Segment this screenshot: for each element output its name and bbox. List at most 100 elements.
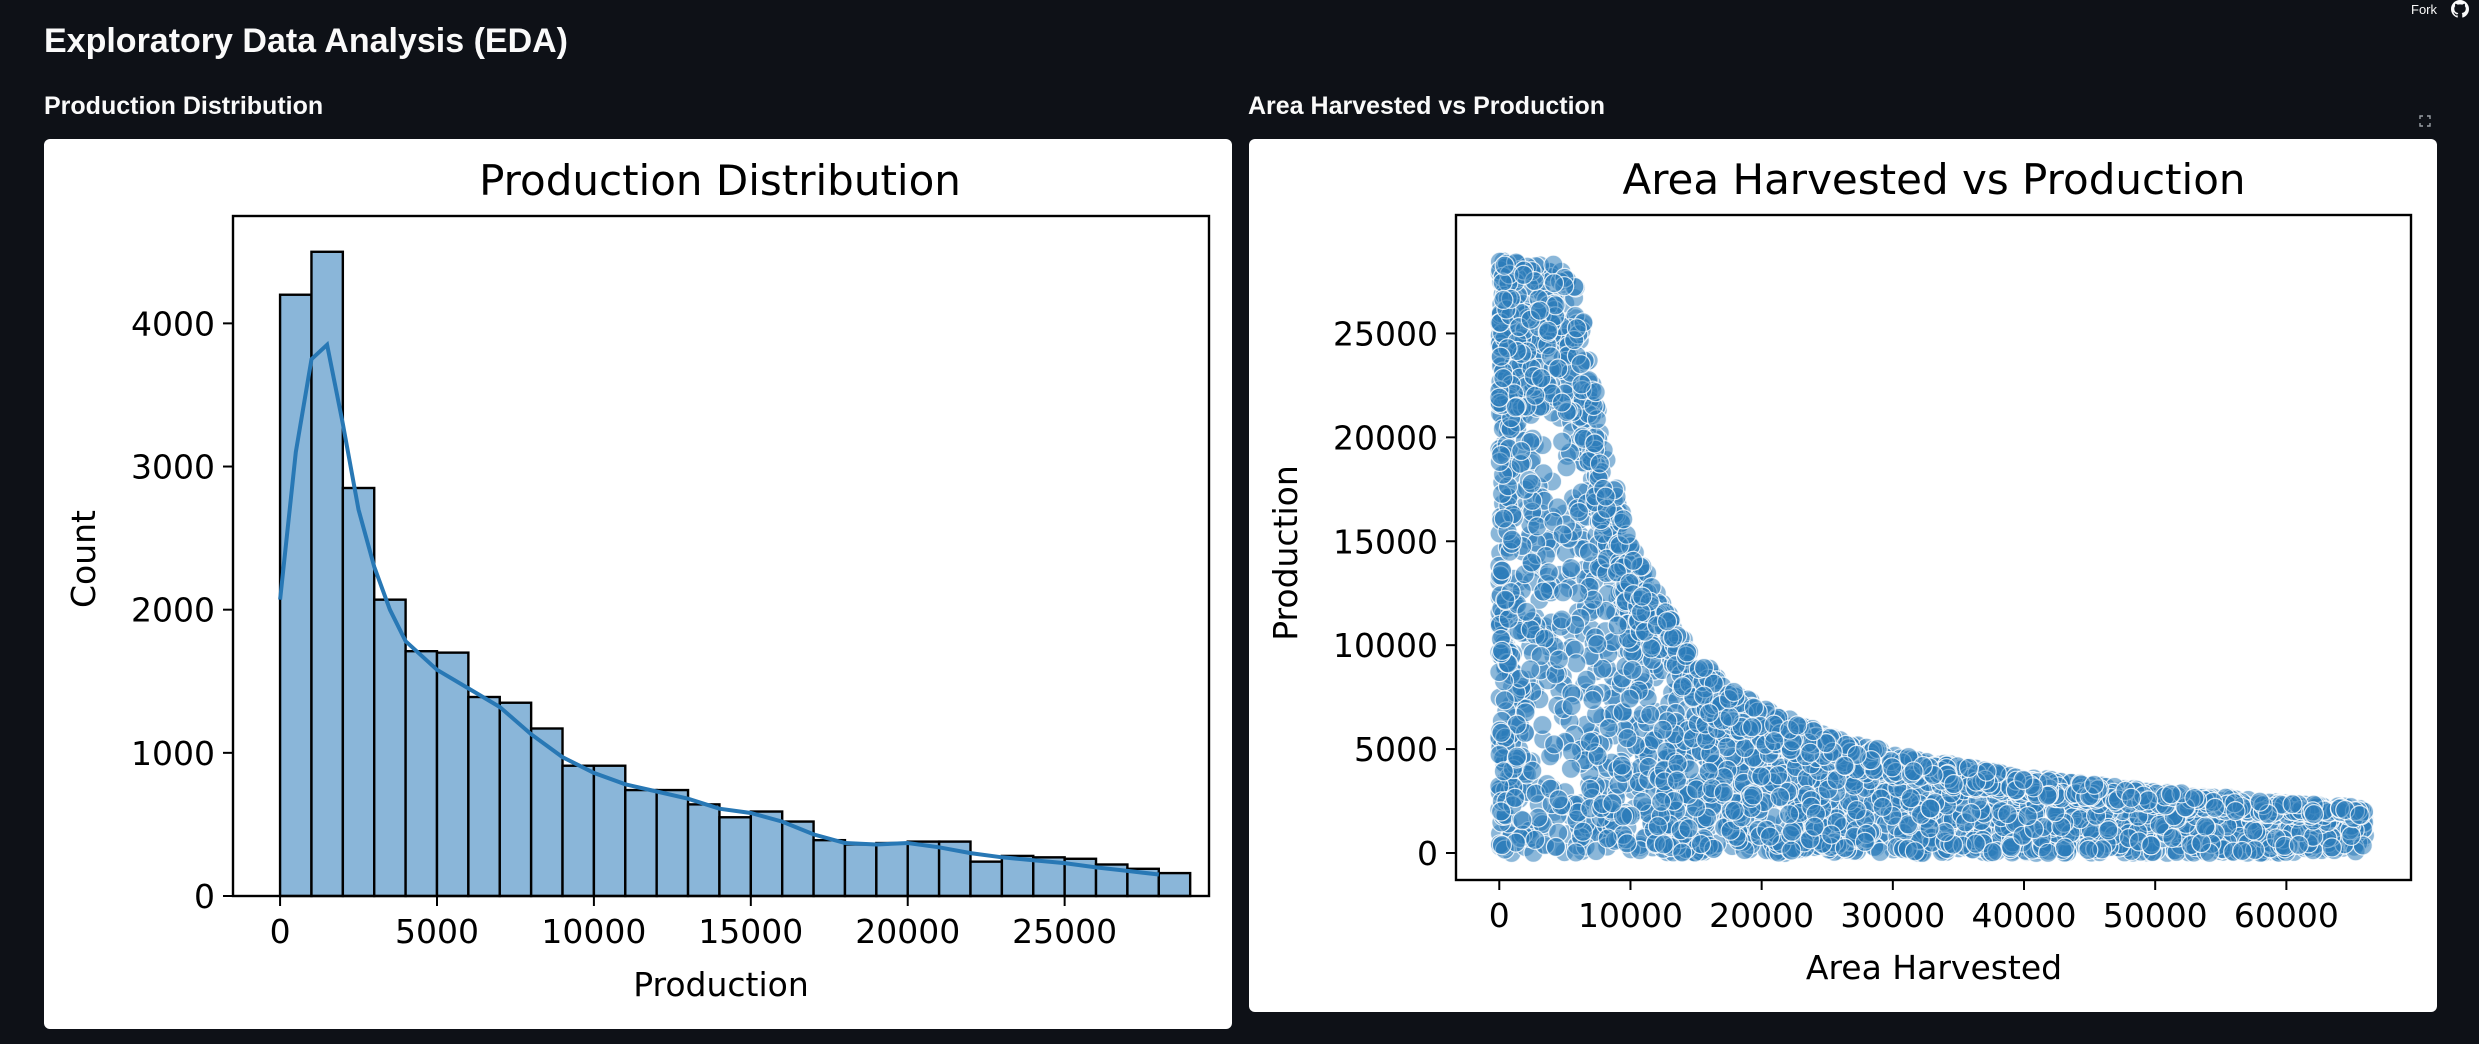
histogram-bar — [467, 695, 501, 898]
scatter-point — [2160, 784, 2182, 805]
scatter-point — [1724, 800, 1745, 821]
scatter-point — [1982, 842, 2003, 863]
scatter-point — [1520, 659, 1541, 680]
scatter-point — [2121, 787, 2142, 809]
scatter-point — [1571, 374, 1592, 395]
scatter-point — [1690, 833, 1712, 855]
scatter-point — [1647, 816, 1668, 837]
scatter-point — [1656, 611, 1678, 632]
histogram-bar — [655, 788, 690, 898]
scatter-point — [1584, 433, 1605, 454]
y-tick-label: 0 — [194, 877, 215, 916]
scatter-point — [2037, 842, 2059, 863]
y-tick-label: 1000 — [131, 734, 215, 773]
scatter-point — [2162, 827, 2183, 849]
scatter-point — [1529, 300, 1550, 321]
scatter-point — [1578, 542, 1599, 563]
scatter-point — [1719, 706, 1740, 727]
scatter-point — [1572, 821, 1593, 842]
y-tick-label: 20000 — [1333, 418, 1438, 457]
scatter-point — [1900, 788, 1922, 809]
scatter-point — [1525, 829, 1546, 850]
scatter-point — [1976, 761, 1997, 782]
scatter-point — [1723, 681, 1744, 703]
scatter-point — [1623, 550, 1644, 571]
scatter-point — [1566, 318, 1587, 339]
page-title: Exploratory Data Analysis (EDA) — [44, 22, 568, 60]
scatter-point — [1587, 634, 1608, 655]
scatter-point — [2084, 774, 2105, 795]
scatter-point — [1502, 529, 1523, 550]
scatter-point — [1743, 785, 1764, 806]
scatter-point — [1516, 601, 1537, 622]
scatter-point — [1961, 802, 1982, 824]
scatter-point — [2054, 837, 2076, 858]
kde-line — [278, 340, 1160, 877]
scatter-point — [1781, 840, 1802, 861]
scatter-point — [1493, 368, 1514, 389]
x-tick-label: 15000 — [698, 912, 803, 951]
fork-button[interactable]: Fork — [2411, 1, 2437, 17]
y-tick-label: 3000 — [131, 448, 215, 487]
scatter-point — [1493, 289, 1514, 310]
scatter-point — [1821, 824, 1842, 845]
scatter-point — [2078, 839, 2099, 861]
scatter-point — [1804, 816, 1825, 837]
scatter-point — [1553, 582, 1574, 603]
scatter-point — [1619, 688, 1640, 709]
scatter-point — [2341, 825, 2362, 847]
x-tick-label: 0 — [270, 912, 291, 951]
x-tick-label: 5000 — [395, 912, 479, 951]
scatter-point — [2349, 804, 2370, 826]
scatter-point — [1511, 440, 1532, 462]
scatter-point — [2195, 816, 2216, 837]
scatter-point — [1958, 757, 1980, 779]
scatter-point — [1778, 804, 1800, 825]
scatter-point — [1561, 558, 1582, 579]
github-icon[interactable] — [2451, 0, 2469, 18]
y-tick-label: 0 — [1417, 834, 1438, 873]
scatter-point — [1693, 657, 1715, 679]
scatter-point — [2232, 840, 2253, 862]
scatter-point — [1521, 552, 1542, 573]
x-tick-label: 10000 — [541, 912, 646, 951]
scatter-point — [1494, 255, 1515, 276]
scatter-point — [1920, 798, 1941, 819]
scatter-point — [1548, 358, 1569, 379]
y-axis-label: Count — [64, 510, 103, 608]
scatter-point — [1552, 431, 1573, 452]
scatter-point — [1834, 755, 1855, 776]
scatter-point — [1561, 695, 1582, 717]
scatter-point — [1854, 831, 1876, 853]
scatter-point — [1566, 653, 1587, 674]
scatter-point — [2243, 820, 2264, 841]
scatter-point — [1544, 734, 1565, 755]
scatter-point — [2288, 834, 2309, 856]
scatter-point — [1622, 659, 1643, 681]
histogram-bar — [624, 788, 658, 898]
scatter-point — [1787, 715, 1808, 736]
section-title-production-distribution: Production Distribution — [44, 92, 324, 120]
histogram-bar — [561, 764, 596, 898]
scatter-point — [1672, 842, 1693, 863]
top-toolbar: Fork — [2411, 0, 2479, 18]
scatter-point — [1506, 746, 1528, 767]
scatter-point — [2303, 804, 2325, 825]
x-tick-label: 30000 — [1840, 896, 1945, 935]
scatter-point — [2017, 805, 2038, 827]
scatter-point — [1489, 387, 1510, 408]
y-tick-label: 4000 — [131, 304, 215, 343]
scatter-point — [1742, 717, 1763, 738]
scatter-point — [2191, 832, 2212, 854]
scatter-point — [1997, 803, 2018, 825]
x-tick-label: 25000 — [1012, 912, 1117, 951]
x-tick-label: 10000 — [1578, 896, 1683, 935]
y-tick-label: 15000 — [1333, 522, 1438, 561]
scatter-point — [1580, 778, 1601, 800]
scatter-point — [1903, 761, 1924, 782]
scatter-point — [2249, 791, 2270, 812]
histogram-bar — [1157, 871, 1192, 898]
scatter-point — [1904, 841, 1925, 862]
scatter-point — [1505, 397, 1526, 418]
expand-icon[interactable] — [2418, 114, 2432, 128]
